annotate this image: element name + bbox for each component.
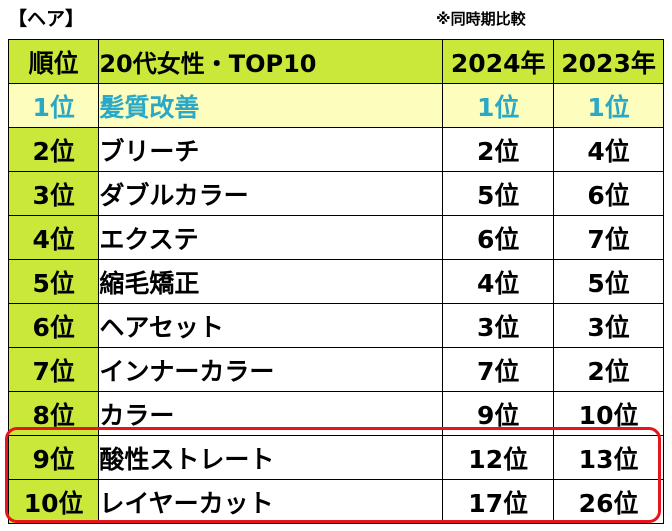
- item-cell: ブリーチ: [98, 127, 444, 172]
- rank-cell: 8位: [7, 391, 100, 436]
- rank-cell: 9位: [7, 435, 100, 480]
- item-cell: 髪質改善: [98, 83, 444, 128]
- table-row: 6位 ヘアセット 3位 3位: [7, 303, 664, 348]
- rank-cell: 2位: [7, 127, 100, 172]
- rank-2023-cell: 13位: [553, 435, 664, 480]
- rank-2024-cell: 2位: [442, 127, 555, 172]
- rank-2024-cell: 4位: [442, 259, 555, 304]
- table-row: 5位 縮毛矯正 4位 5位: [7, 259, 664, 304]
- header-rank: 順位: [7, 39, 100, 84]
- table-caption: 【ヘア】: [8, 8, 85, 30]
- header-item: 20代女性・TOP10: [98, 39, 444, 84]
- item-cell: カラー: [98, 391, 444, 436]
- item-cell: ダブルカラー: [98, 171, 444, 216]
- rank-2023-cell: 5位: [553, 259, 664, 304]
- table-row: 8位 カラー 9位 10位: [7, 391, 664, 436]
- header-year-2023: 2023年: [553, 39, 664, 84]
- rank-2023-cell: 6位: [553, 171, 664, 216]
- rank-2024-cell: 17位: [442, 479, 555, 524]
- table-header-row: 順位 20代女性・TOP10 2024年 2023年: [7, 39, 664, 84]
- rank-2024-cell: 1位: [442, 83, 555, 128]
- rank-cell: 4位: [7, 215, 100, 260]
- item-cell: 縮毛矯正: [98, 259, 444, 304]
- rank-2023-cell: 10位: [553, 391, 664, 436]
- rank-cell: 5位: [7, 259, 100, 304]
- rank-cell: 10位: [7, 479, 100, 524]
- comparison-note: ※同時期比較: [436, 10, 526, 28]
- rank-2024-cell: 3位: [442, 303, 555, 348]
- rank-cell: 3位: [7, 171, 100, 216]
- rank-2023-cell: 2位: [553, 347, 664, 392]
- ranking-table: 順位 20代女性・TOP10 2024年 2023年 1位 髪質改善 1位 1位…: [7, 39, 664, 524]
- rank-2024-cell: 5位: [442, 171, 555, 216]
- table-row: 4位 エクステ 6位 7位: [7, 215, 664, 260]
- table-row: 9位 酸性ストレート 12位 13位: [7, 435, 664, 480]
- item-cell: ヘアセット: [98, 303, 444, 348]
- table-row: 1位 髪質改善 1位 1位: [7, 83, 664, 128]
- rank-2024-cell: 7位: [442, 347, 555, 392]
- rank-2023-cell: 26位: [553, 479, 664, 524]
- rank-2023-cell: 4位: [553, 127, 664, 172]
- rank-2023-cell: 7位: [553, 215, 664, 260]
- rank-2024-cell: 6位: [442, 215, 555, 260]
- rank-cell: 6位: [7, 303, 100, 348]
- rank-2023-cell: 1位: [553, 83, 664, 128]
- table-row: 2位 ブリーチ 2位 4位: [7, 127, 664, 172]
- item-cell: インナーカラー: [98, 347, 444, 392]
- header-year-2024: 2024年: [442, 39, 555, 84]
- table-row: 7位 インナーカラー 7位 2位: [7, 347, 664, 392]
- rank-cell: 1位: [7, 83, 100, 128]
- rank-2024-cell: 12位: [442, 435, 555, 480]
- rank-2024-cell: 9位: [442, 391, 555, 436]
- rank-2023-cell: 3位: [553, 303, 664, 348]
- table-row: 3位 ダブルカラー 5位 6位: [7, 171, 664, 216]
- table-row: 10位 レイヤーカット 17位 26位: [7, 479, 664, 524]
- item-cell: 酸性ストレート: [98, 435, 444, 480]
- item-cell: エクステ: [98, 215, 444, 260]
- rank-cell: 7位: [7, 347, 100, 392]
- item-cell: レイヤーカット: [98, 479, 444, 524]
